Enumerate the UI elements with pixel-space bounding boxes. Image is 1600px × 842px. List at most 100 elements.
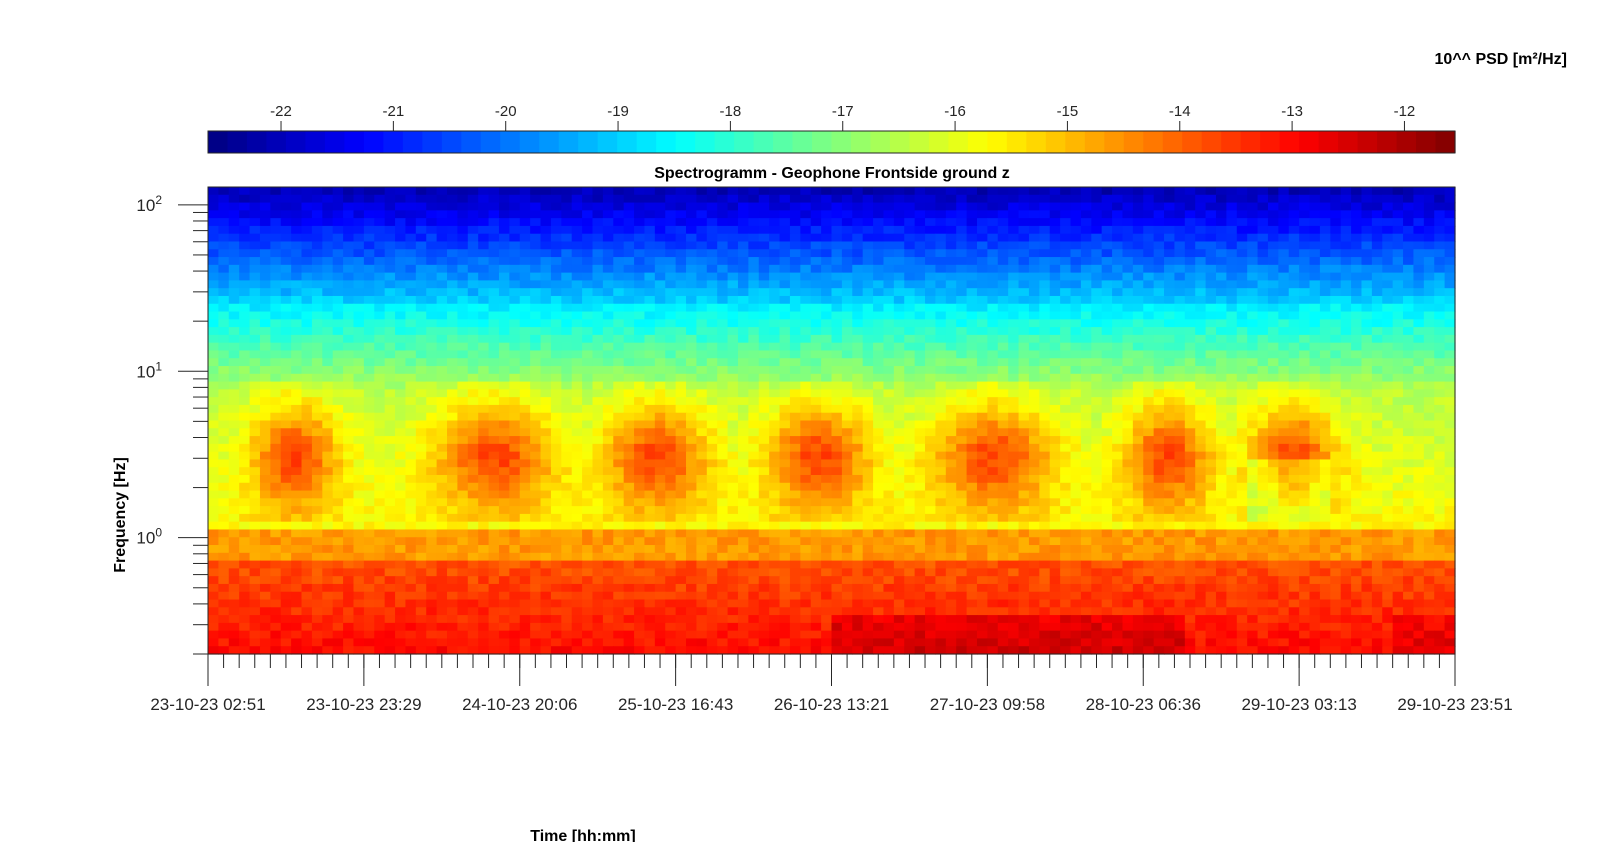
heatmap-cell	[582, 342, 594, 352]
heatmap-cell	[800, 467, 812, 476]
heatmap-cell	[1080, 241, 1092, 250]
heatmap-cell	[602, 373, 614, 383]
heatmap-cell	[748, 288, 760, 297]
heatmap-cell	[1413, 264, 1425, 274]
heatmap-cell	[945, 397, 957, 406]
heatmap-cell	[343, 334, 355, 344]
heatmap-cell	[1351, 327, 1363, 336]
heatmap-cell	[218, 280, 230, 289]
heatmap-cell	[415, 420, 427, 429]
heatmap-cell	[1361, 366, 1373, 375]
heatmap-cell	[1018, 428, 1030, 437]
heatmap-cell	[1413, 233, 1425, 243]
heatmap-cell	[987, 327, 999, 336]
heatmap-cell	[935, 498, 947, 507]
heatmap-cell	[1319, 381, 1331, 390]
heatmap-cell	[893, 202, 905, 211]
heatmap-cell	[1060, 257, 1072, 266]
colorbar-cell	[1201, 131, 1222, 153]
heatmap-cell	[821, 459, 833, 468]
heatmap-cell	[447, 428, 458, 437]
heatmap-cell	[1309, 412, 1321, 422]
heatmap-cell	[613, 311, 625, 320]
heatmap-cell	[976, 490, 988, 499]
heatmap-cell	[945, 420, 957, 429]
heatmap-cell	[1361, 218, 1373, 227]
heatmap-cell	[467, 404, 479, 414]
heatmap-cell	[291, 264, 303, 274]
heatmap-cell	[384, 443, 396, 453]
heatmap-cell	[1434, 280, 1446, 289]
heatmap-cell	[426, 436, 438, 445]
heatmap-cell	[1060, 397, 1072, 406]
heatmap-cell	[1288, 358, 1300, 367]
heatmap-cell	[1215, 366, 1227, 375]
heatmap-cell	[862, 404, 874, 414]
heatmap-cell	[322, 327, 334, 336]
heatmap-cell	[1403, 311, 1415, 320]
heatmap-cell	[1226, 295, 1238, 305]
heatmap-cell	[1122, 327, 1134, 336]
heatmap-cell	[831, 459, 843, 468]
heatmap-cell	[1403, 225, 1415, 235]
heatmap-cell	[239, 436, 251, 445]
heatmap-cell	[488, 210, 500, 219]
heatmap-cell	[1112, 319, 1124, 328]
heatmap-cell	[1371, 202, 1383, 211]
heatmap-cell	[384, 404, 396, 414]
heatmap-cell	[758, 225, 770, 235]
heatmap-cell	[353, 194, 365, 204]
heatmap-cell	[1153, 202, 1165, 211]
heatmap-cell	[436, 257, 448, 266]
heatmap-cell	[561, 342, 573, 352]
heatmap-cell	[1153, 366, 1165, 375]
heatmap-cell	[1205, 482, 1217, 492]
heatmap-cell	[800, 459, 812, 468]
heatmap-cell	[218, 327, 230, 336]
heatmap-cell	[1257, 350, 1269, 359]
heatmap-cell	[363, 202, 375, 211]
heatmap-cell	[208, 218, 219, 227]
heatmap-cell	[862, 358, 874, 367]
heatmap-cell	[374, 443, 386, 453]
heatmap-cell	[1205, 249, 1217, 258]
heatmap-cell	[208, 482, 219, 492]
heatmap-cell	[405, 303, 417, 313]
heatmap-cell	[1226, 358, 1238, 367]
heatmap-cell	[800, 381, 812, 390]
heatmap-cell	[1226, 451, 1238, 461]
heatmap-cell	[415, 381, 427, 390]
heatmap-cell	[291, 467, 303, 476]
heatmap-cell	[218, 295, 230, 305]
heatmap-cell	[1423, 358, 1435, 367]
heatmap-cell	[457, 350, 469, 359]
heatmap-cell	[1413, 210, 1425, 219]
heatmap-cell	[592, 311, 604, 320]
heatmap-cell	[1382, 272, 1394, 281]
heatmap-cell	[1330, 218, 1342, 227]
heatmap-cell	[686, 342, 698, 352]
heatmap-cell	[363, 420, 375, 429]
heatmap-cell	[343, 350, 355, 359]
heatmap-cell	[821, 233, 833, 243]
heatmap-cell	[821, 249, 833, 258]
heatmap-cell	[374, 467, 386, 476]
heatmap-cell	[644, 218, 656, 227]
heatmap-cell	[1278, 272, 1290, 281]
heatmap-cell	[395, 295, 407, 305]
heatmap-cell	[810, 467, 822, 476]
heatmap-cell	[457, 342, 469, 352]
heatmap-cell	[758, 257, 770, 266]
heatmap-cell	[571, 482, 583, 492]
heatmap-cell	[249, 334, 261, 344]
heatmap-cell	[1143, 187, 1155, 196]
heatmap-cell	[447, 264, 458, 274]
heatmap-cell	[478, 358, 490, 367]
heatmap-cell	[332, 451, 344, 461]
heatmap-cell	[821, 467, 833, 476]
heatmap-cell	[1215, 210, 1227, 219]
heatmap-cell	[717, 194, 729, 204]
heatmap-cell	[654, 257, 666, 266]
heatmap-cell	[1299, 381, 1311, 390]
heatmap-cell	[1371, 249, 1383, 258]
